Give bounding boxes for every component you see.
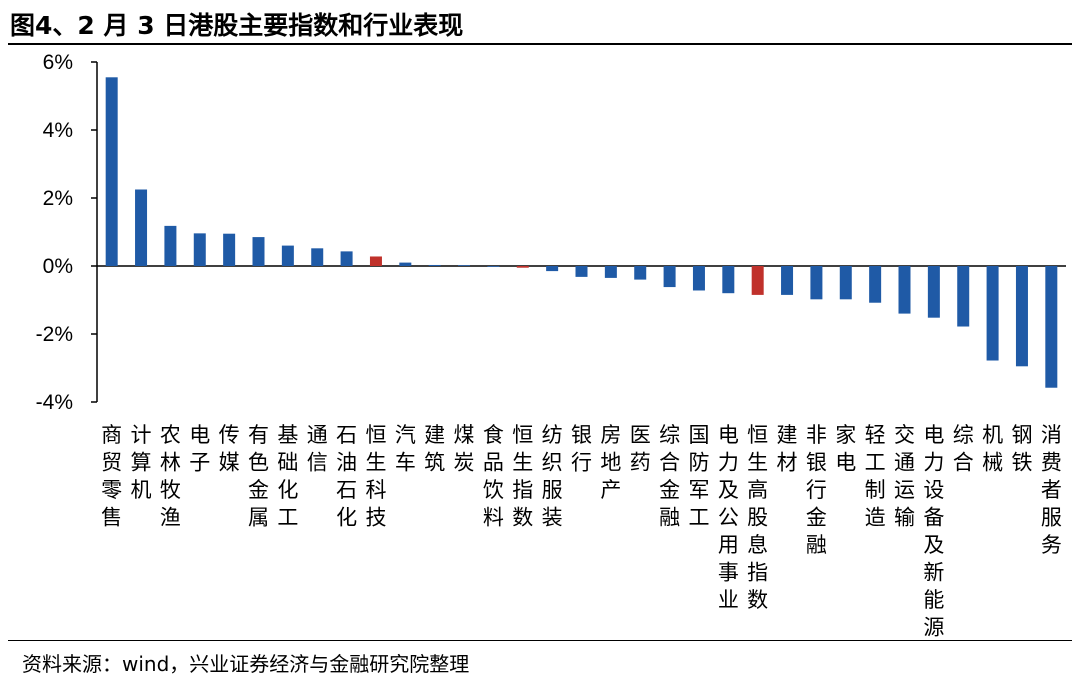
- x-category-label: 建材: [777, 423, 798, 475]
- x-category-label: 电力及公用事业: [718, 423, 739, 612]
- bar: [487, 266, 500, 267]
- x-category-label: 农林牧渔: [160, 423, 181, 530]
- x-category-label: 综合金融: [659, 423, 680, 530]
- bar: [898, 266, 911, 314]
- title-divider: [8, 43, 1072, 45]
- y-tick-label: 0%: [43, 255, 73, 278]
- x-category-label: 纺织服装: [542, 423, 563, 530]
- x-category-label: 恒生高股息指数: [747, 423, 768, 612]
- x-category-label: 家电: [835, 423, 856, 475]
- y-tick-label: 2%: [43, 187, 73, 210]
- bar: [1045, 266, 1058, 388]
- x-category-label: 恒生指数: [512, 423, 533, 530]
- bar: [281, 245, 294, 266]
- bar: [839, 266, 852, 300]
- x-category-label: 恒生科技: [365, 423, 386, 530]
- bar: [546, 266, 559, 272]
- bar: [869, 266, 882, 303]
- chart-bars: [105, 77, 1058, 388]
- x-category-label: 传媒: [219, 423, 240, 475]
- bar: [634, 266, 647, 280]
- x-category-label: 消费者服务: [1041, 423, 1062, 557]
- bar: [663, 266, 676, 288]
- x-category-label: 银行: [571, 423, 592, 475]
- x-category-label: 商贸零售: [101, 423, 122, 530]
- bar: [927, 266, 940, 318]
- bar: [781, 266, 794, 295]
- x-category-label: 食品饮料: [483, 423, 504, 530]
- bar: [810, 266, 823, 300]
- x-category-label: 综合: [953, 423, 974, 475]
- source-note: 资料来源：wind，兴业证券经济与金融研究院整理: [22, 652, 470, 676]
- bar: [311, 248, 324, 266]
- x-category-label: 基础化工: [277, 423, 298, 530]
- x-category-label: 计算机: [131, 423, 152, 502]
- x-category-label: 电力设备及新能源: [923, 423, 944, 640]
- chart-axes: 6% 4% 2% 0% -2% -4%: [36, 51, 1066, 414]
- x-category-label: 机械: [982, 423, 1003, 475]
- x-category-label: 建筑: [424, 423, 445, 475]
- footer-divider: [8, 640, 1072, 641]
- x-category-label: 轻工制造: [865, 423, 886, 530]
- x-category-label: 钢铁: [1011, 423, 1032, 475]
- x-category-label: 汽车: [395, 423, 416, 475]
- x-category-label: 煤炭: [454, 423, 475, 475]
- bar: [604, 266, 617, 278]
- y-tick-label: 4%: [43, 119, 73, 142]
- bar-chart: 6% 4% 2% 0% -2% -4% 商贸零售计算机农林牧渔电子传媒有色金属基础化工通信…: [36, 51, 1066, 640]
- x-category-label: 电子: [189, 423, 210, 475]
- bar: [458, 265, 471, 266]
- bar: [722, 266, 735, 294]
- chart-category-labels: 商贸零售计算机农林牧渔电子传媒有色金属基础化工通信石油石化恒生科技汽车建筑煤炭食…: [101, 423, 1062, 640]
- y-tick-label: -4%: [36, 391, 73, 414]
- bar: [692, 266, 705, 291]
- bar: [252, 237, 265, 266]
- bar: [105, 77, 118, 266]
- bar: [135, 189, 148, 266]
- x-category-label: 医药: [630, 423, 651, 475]
- bar: [751, 266, 764, 295]
- bar: [399, 262, 412, 266]
- bar: [164, 225, 177, 266]
- x-category-label: 交通运输: [894, 423, 915, 530]
- bar: [575, 266, 588, 277]
- bar: [516, 266, 529, 268]
- x-category-label: 有色金属: [248, 423, 269, 530]
- x-category-label: 房地产: [600, 423, 621, 502]
- bar: [340, 251, 353, 266]
- bar: [1015, 266, 1028, 367]
- y-tick-label: -2%: [36, 323, 73, 346]
- x-category-label: 通信: [307, 423, 328, 475]
- y-tick-label: 6%: [43, 51, 73, 74]
- bar: [957, 266, 970, 327]
- x-category-label: 国防军工: [688, 423, 709, 530]
- bar: [986, 266, 999, 361]
- bar: [428, 264, 441, 266]
- bar: [369, 256, 382, 266]
- bar: [193, 233, 206, 266]
- x-category-label: 石油石化: [336, 423, 357, 530]
- bar: [223, 233, 236, 266]
- x-category-label: 非银行金融: [806, 423, 827, 557]
- page-title: 图4、2 月 3 日港股主要指数和行业表现: [10, 11, 464, 40]
